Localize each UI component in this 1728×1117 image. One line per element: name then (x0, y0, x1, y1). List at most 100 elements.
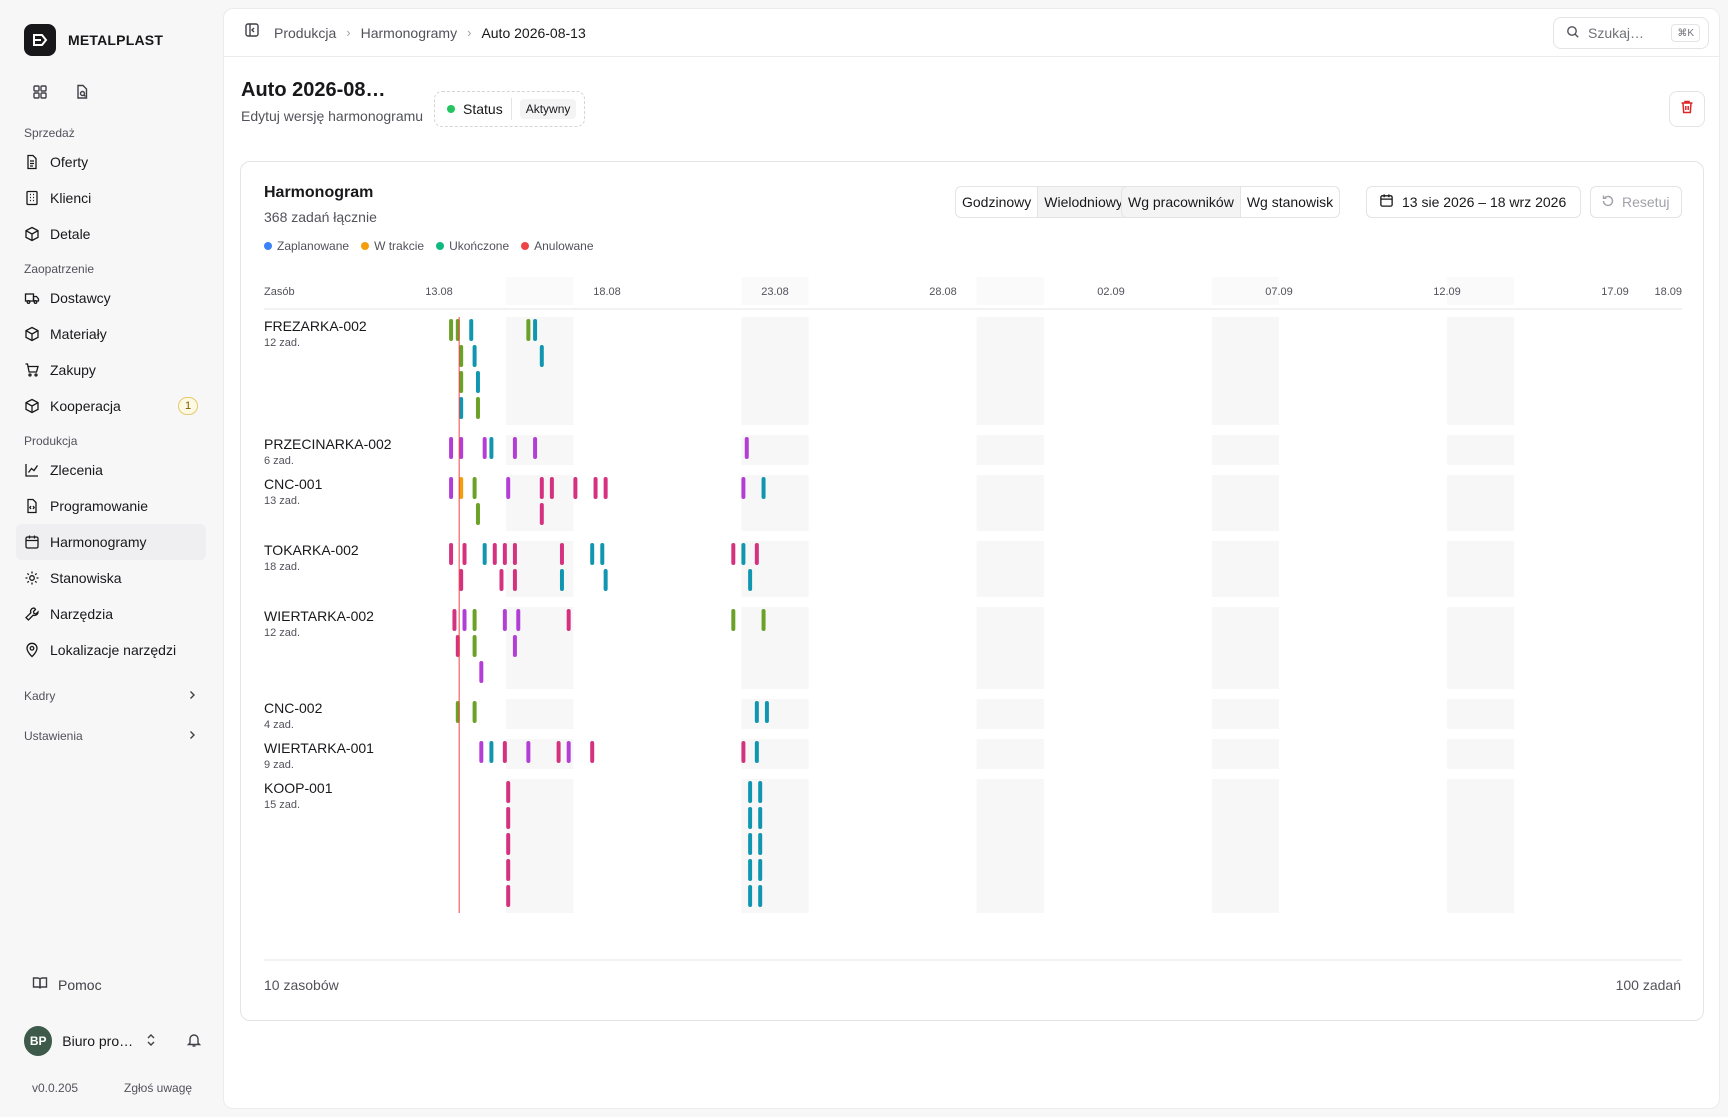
resource-task-count: 9 zad. (264, 759, 294, 771)
task-bar (459, 477, 464, 499)
package-icon (24, 398, 40, 414)
reset-label: Resetuj (1622, 194, 1670, 210)
section-label: Zaopatrzenie (24, 262, 95, 276)
status-filter[interactable]: Status Aktywny (434, 91, 586, 127)
sidebar-group-kadry[interactable]: Kadry (16, 676, 206, 716)
delete-button[interactable] (1669, 91, 1705, 127)
resource-task-count: 15 zad. (264, 799, 300, 811)
schedule-card: Harmonogram 368 zadań łącznie Zaplanowan… (240, 161, 1704, 1021)
task-bar (741, 741, 746, 763)
chevron-right-icon (186, 729, 198, 744)
task-bar (502, 741, 507, 763)
sidebar-item-stanowiska[interactable]: Stanowiska (16, 560, 206, 596)
card-title: Harmonogram (264, 184, 374, 201)
task-bar (549, 477, 554, 499)
section-label: Produkcja (24, 434, 78, 448)
task-bar (462, 609, 467, 631)
weekend-band (506, 779, 574, 913)
breadcrumb-item[interactable]: Produkcja (274, 24, 337, 41)
sidebar-item-zlecenia[interactable]: Zlecenia (16, 452, 206, 488)
legend-dot-icon (361, 242, 370, 250)
task-bar (556, 741, 561, 763)
status-dot-icon (447, 105, 455, 113)
timeline-tick-label: 12.09 (1433, 286, 1461, 298)
user-menu[interactable]: BP Biuro pro… (24, 1026, 202, 1056)
sidebar-item-materiay[interactable]: Materiały (16, 316, 206, 352)
legend-label: Anulowane (534, 239, 594, 253)
file-search-icon[interactable] (70, 80, 94, 104)
resource-task-count: 12 zad. (264, 627, 300, 639)
sidebar-item-label: Zakupy (50, 362, 96, 378)
weekend-band (741, 475, 809, 531)
weekend-band (741, 779, 809, 913)
task-bar (758, 833, 763, 855)
task-bar (472, 701, 477, 723)
task-bar (590, 543, 595, 565)
dashboard-icon[interactable] (28, 80, 52, 104)
timeline-tick-label: 07.09 (1265, 286, 1293, 298)
task-bar (748, 781, 753, 803)
breadcrumb-current: Auto 2026-08-13 (481, 24, 586, 41)
sidebar-item-dostawcy[interactable]: Dostawcy (16, 280, 206, 316)
group-mode-toggle: Wg pracowników Wg stanowisk (1121, 186, 1341, 218)
resource-task-count: 12 zad. (264, 337, 300, 349)
task-bar (603, 477, 608, 499)
view-mode-hourly[interactable]: Godzinowy (962, 194, 1032, 210)
resource-task-count: 18 zad. (264, 561, 300, 573)
task-bar (559, 543, 564, 565)
search-input[interactable]: Szukaj… ⌘K (1553, 17, 1709, 49)
breadcrumb-item[interactable]: Harmonogramy (360, 24, 458, 41)
legend-item: Ukończone (436, 239, 509, 253)
sidebar-item-programowanie[interactable]: Programowanie (16, 488, 206, 524)
timeline-tick-label: 28.08 (929, 286, 957, 298)
sidebar-item-lokalizacje-narzedzi[interactable]: Lokalizacje narzędzi (16, 632, 206, 668)
date-range-button[interactable]: 13 sie 2026 – 18 wrz 2026 (1366, 186, 1581, 218)
sidebar-item-detale[interactable]: Detale (16, 216, 206, 252)
help-link[interactable]: Pomoc (32, 975, 102, 994)
bell-icon[interactable] (186, 1032, 202, 1051)
task-bar (506, 807, 511, 829)
brand[interactable]: METALPLAST (24, 24, 163, 56)
task-bar (748, 859, 753, 881)
avatar: BP (24, 1026, 53, 1056)
reset-button[interactable]: Resetuj (1590, 186, 1682, 218)
weekend-band (1447, 475, 1515, 531)
sidebar-item-oferty[interactable]: Oferty (16, 144, 206, 180)
sidebar-item-label: Zlecenia (50, 462, 103, 478)
weekend-band-header (1447, 277, 1515, 305)
sidebar-item-harmonogramy[interactable]: Harmonogramy (16, 524, 206, 560)
sidebar-item-zakupy[interactable]: Zakupy (16, 352, 206, 388)
report-issue-link[interactable]: Zgłoś uwagę (124, 1081, 193, 1095)
task-bar (539, 345, 544, 367)
search-icon (1566, 25, 1580, 42)
task-bar (748, 569, 753, 591)
weekend-band (976, 541, 1044, 597)
task-bar (506, 781, 511, 803)
map-pin-icon (24, 642, 40, 658)
task-bar (758, 885, 763, 907)
task-bar (459, 569, 464, 591)
sidebar-toggle-icon[interactable] (244, 22, 260, 43)
sidebar-item-label: Programowanie (50, 498, 149, 514)
task-bar (758, 807, 763, 829)
sidebar-item-label: Kooperacja (50, 398, 121, 414)
task-bar (758, 859, 763, 881)
timeline-tick-label: 23.08 (761, 286, 789, 298)
resource-name: KOOP-001 (264, 780, 333, 796)
task-bar (533, 437, 538, 459)
task-bar (559, 569, 564, 591)
view-mode-toggle: Godzinowy Wielodniowy (955, 186, 1130, 218)
task-bar (482, 543, 487, 565)
group-by-workers[interactable]: Wg pracowników (1122, 187, 1240, 217)
sidebar-item-kooperacja[interactable]: Kooperacja 1 (16, 388, 206, 424)
group-by-stations[interactable]: Wg stanowisk (1239, 187, 1339, 217)
sidebar-group-ustawienia[interactable]: Ustawienia (16, 716, 206, 756)
resource-name: PRZECINARKA-002 (264, 436, 392, 452)
sidebar-item-narzedzia[interactable]: Narzędzia (16, 596, 206, 632)
sidebar-item-klienci[interactable]: Klienci (16, 180, 206, 216)
task-bar (506, 885, 511, 907)
view-mode-multiday[interactable]: Wielodniowy (1037, 187, 1129, 217)
brand-name: METALPLAST (68, 32, 164, 48)
logo-icon (24, 24, 56, 56)
task-bar (744, 437, 749, 459)
